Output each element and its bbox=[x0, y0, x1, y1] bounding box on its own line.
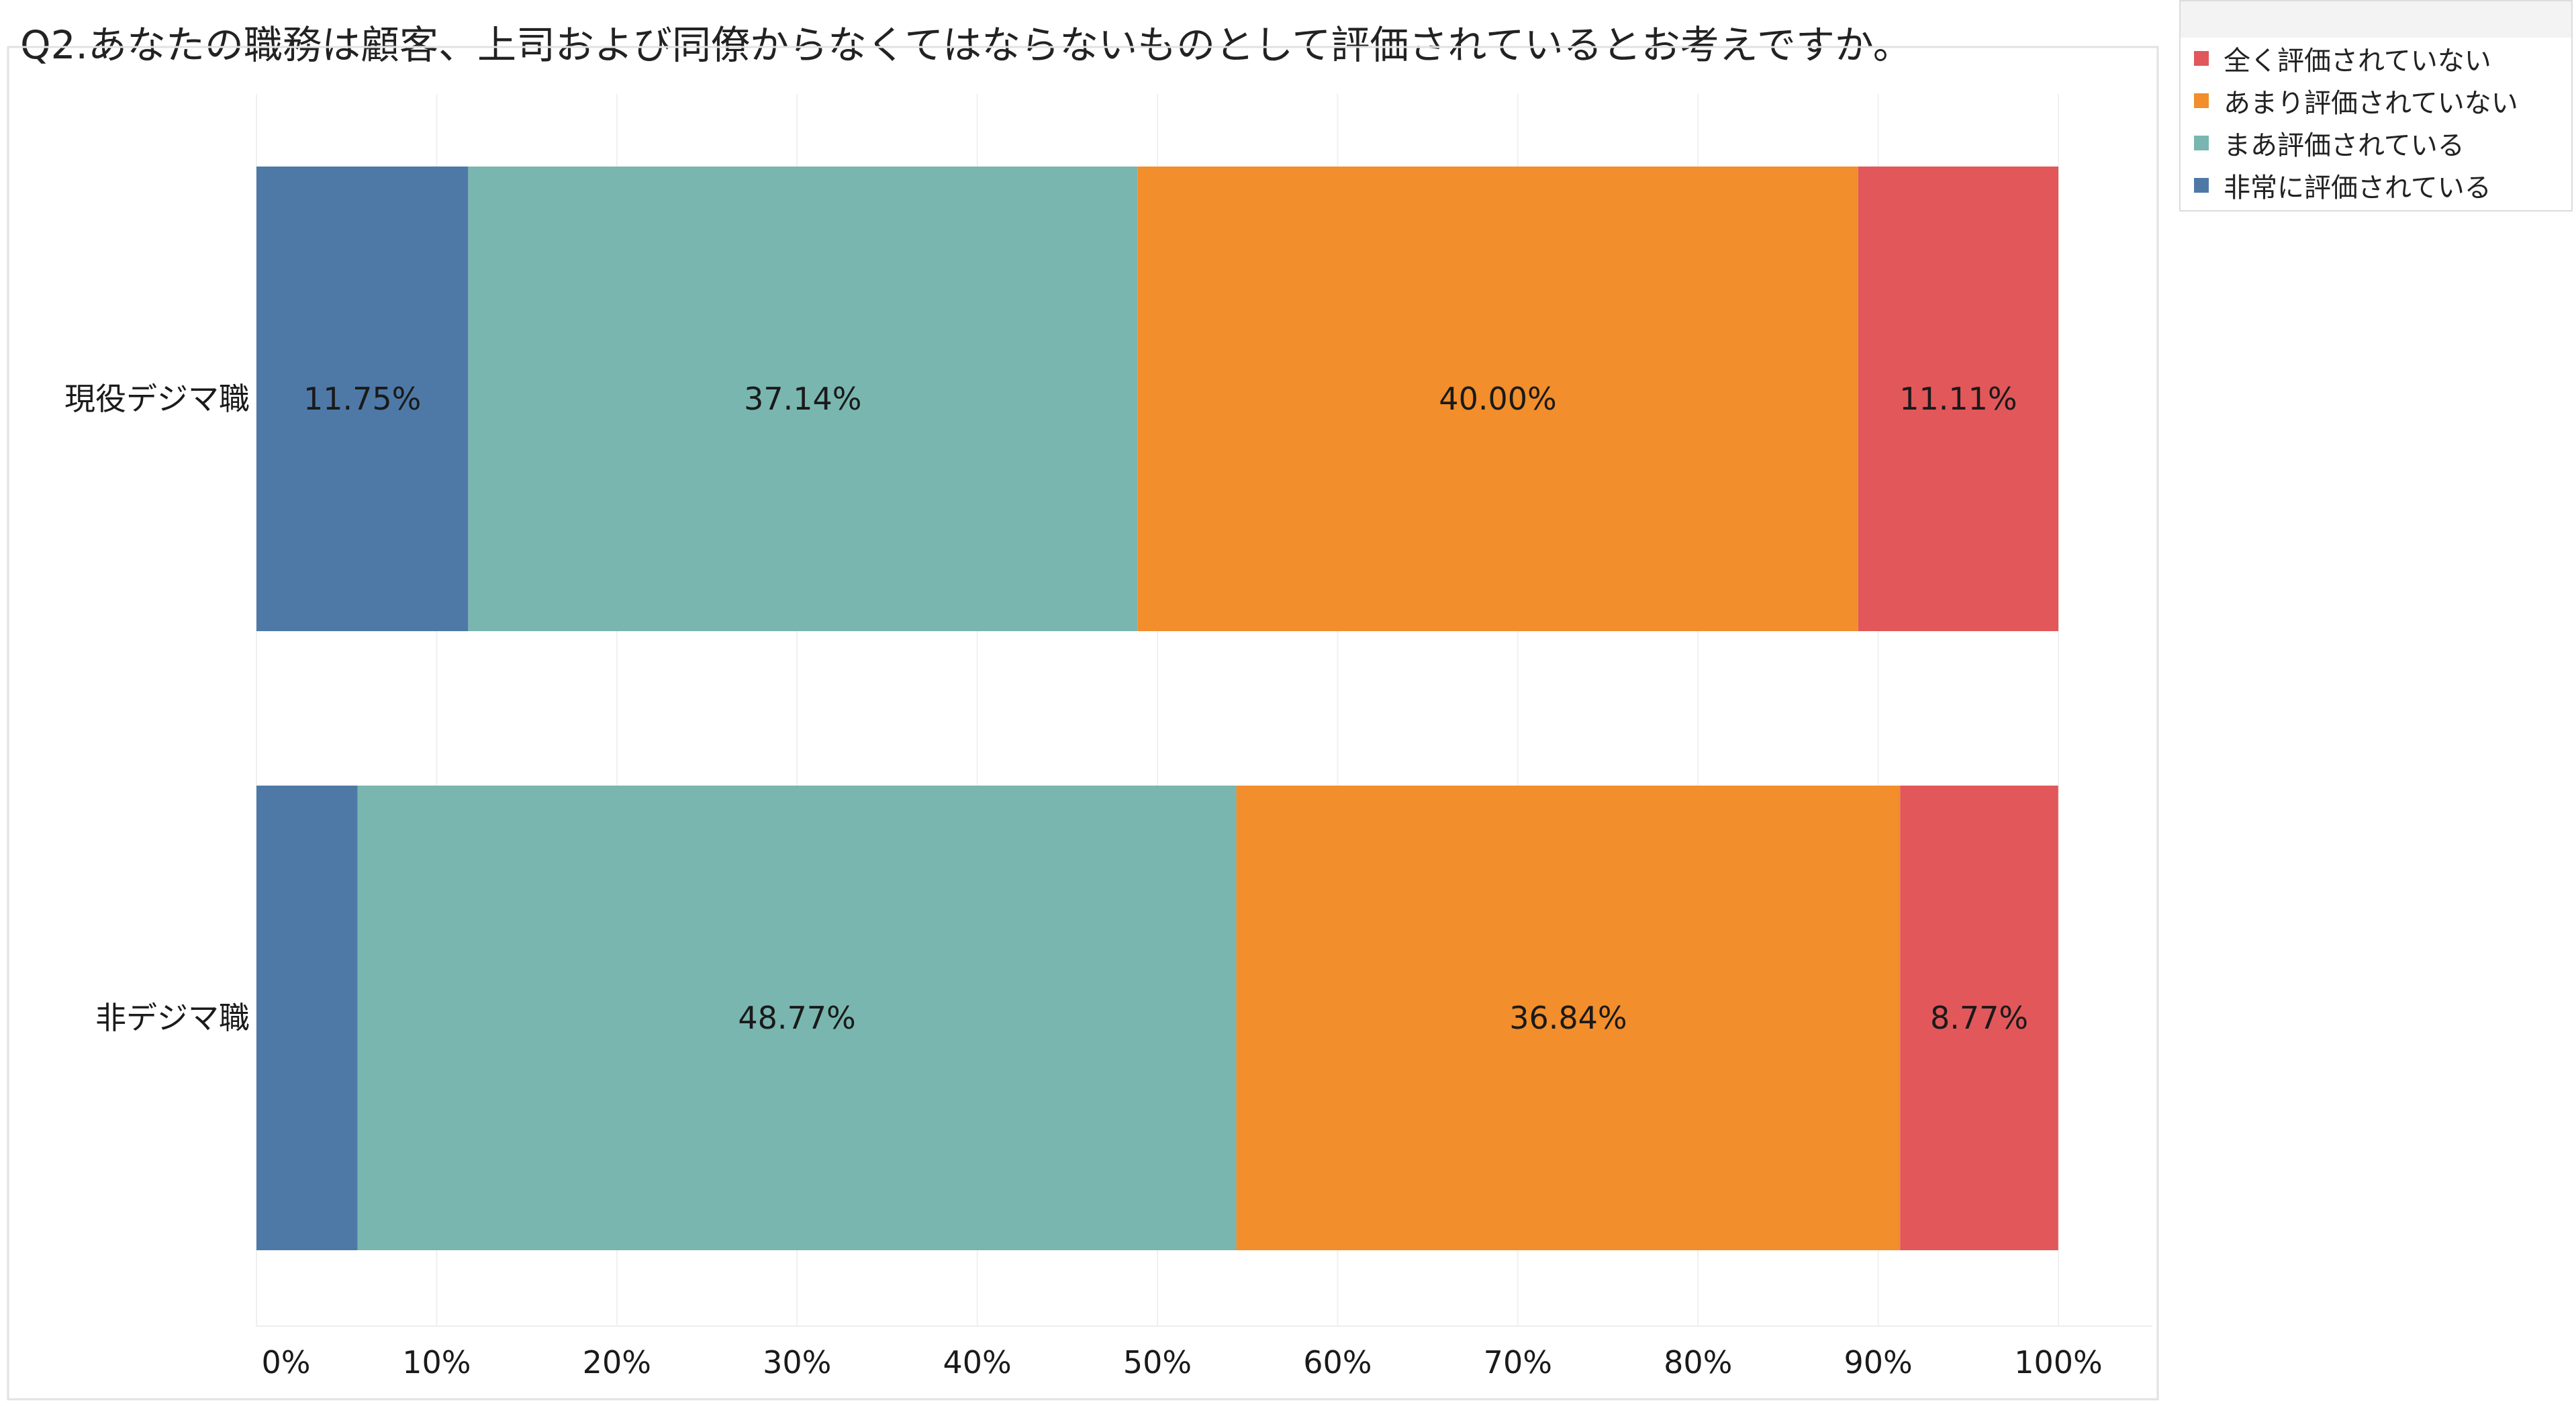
x-tick-label: 30% bbox=[763, 1344, 831, 1380]
legend-item[interactable]: あまり評価されていない bbox=[2194, 81, 2518, 120]
legend-item[interactable]: 非常に評価されている bbox=[2194, 166, 2491, 205]
category-label: 非デジマ職 bbox=[95, 1000, 250, 1036]
x-tick-label: 90% bbox=[1844, 1344, 1912, 1380]
category-label: 現役デジマ職 bbox=[64, 381, 250, 417]
bar-segment[interactable] bbox=[1137, 167, 1858, 631]
bar-segment[interactable] bbox=[256, 167, 469, 631]
bar-segment[interactable] bbox=[1858, 167, 2058, 631]
data-label: 37.14% bbox=[744, 381, 861, 417]
data-label: 11.75% bbox=[303, 381, 421, 417]
legend-swatch bbox=[2194, 136, 2209, 150]
bar-segment[interactable] bbox=[357, 786, 1237, 1250]
legend-swatch bbox=[2194, 93, 2209, 108]
x-tick-label: 20% bbox=[583, 1344, 651, 1380]
x-tick-label: 60% bbox=[1303, 1344, 1372, 1380]
legend-item[interactable]: まあ評価されている bbox=[2194, 124, 2465, 162]
data-label: 36.84% bbox=[1509, 1000, 1627, 1036]
x-tick-label: 0% bbox=[262, 1344, 311, 1380]
x-tick-label: 40% bbox=[943, 1344, 1011, 1380]
data-label: 40.00% bbox=[1439, 381, 1556, 417]
data-label: 48.77% bbox=[738, 1000, 855, 1036]
x-tick-label: 100% bbox=[2014, 1344, 2103, 1380]
chart-frame bbox=[7, 46, 2159, 1401]
x-tick-label: 70% bbox=[1484, 1344, 1552, 1380]
legend-label: 全く評価されていない bbox=[2224, 46, 2491, 77]
data-label: 11.11% bbox=[1899, 381, 2017, 417]
legend-label: あまり評価されていない bbox=[2224, 88, 2518, 119]
legend-swatch bbox=[2194, 51, 2209, 66]
legend-item[interactable]: 全く評価されていない bbox=[2194, 39, 2491, 78]
bar-segment[interactable] bbox=[256, 786, 358, 1250]
x-tick-label: 50% bbox=[1123, 1344, 1192, 1380]
legend-label: まあ評価されている bbox=[2224, 130, 2465, 161]
legend-label: 非常に評価されている bbox=[2224, 173, 2491, 203]
x-tick-label: 10% bbox=[402, 1344, 471, 1380]
legend-header bbox=[2181, 1, 2571, 38]
legend-swatch bbox=[2194, 178, 2209, 193]
bar-segment[interactable] bbox=[1900, 786, 2058, 1250]
legend: 全く評価されていない あまり評価されていない まあ評価されている 非常に評価されている bbox=[2179, 0, 2573, 212]
x-tick-label: 80% bbox=[1664, 1344, 1732, 1380]
chart-title: Q2.あなたの職務は顧客、上司および同僚からなくてはならないものとして評価されて… bbox=[20, 22, 1912, 68]
bar-segment[interactable] bbox=[1236, 786, 1901, 1250]
data-label: 8.77% bbox=[1930, 1000, 2028, 1036]
bar-segment[interactable] bbox=[468, 167, 1138, 631]
